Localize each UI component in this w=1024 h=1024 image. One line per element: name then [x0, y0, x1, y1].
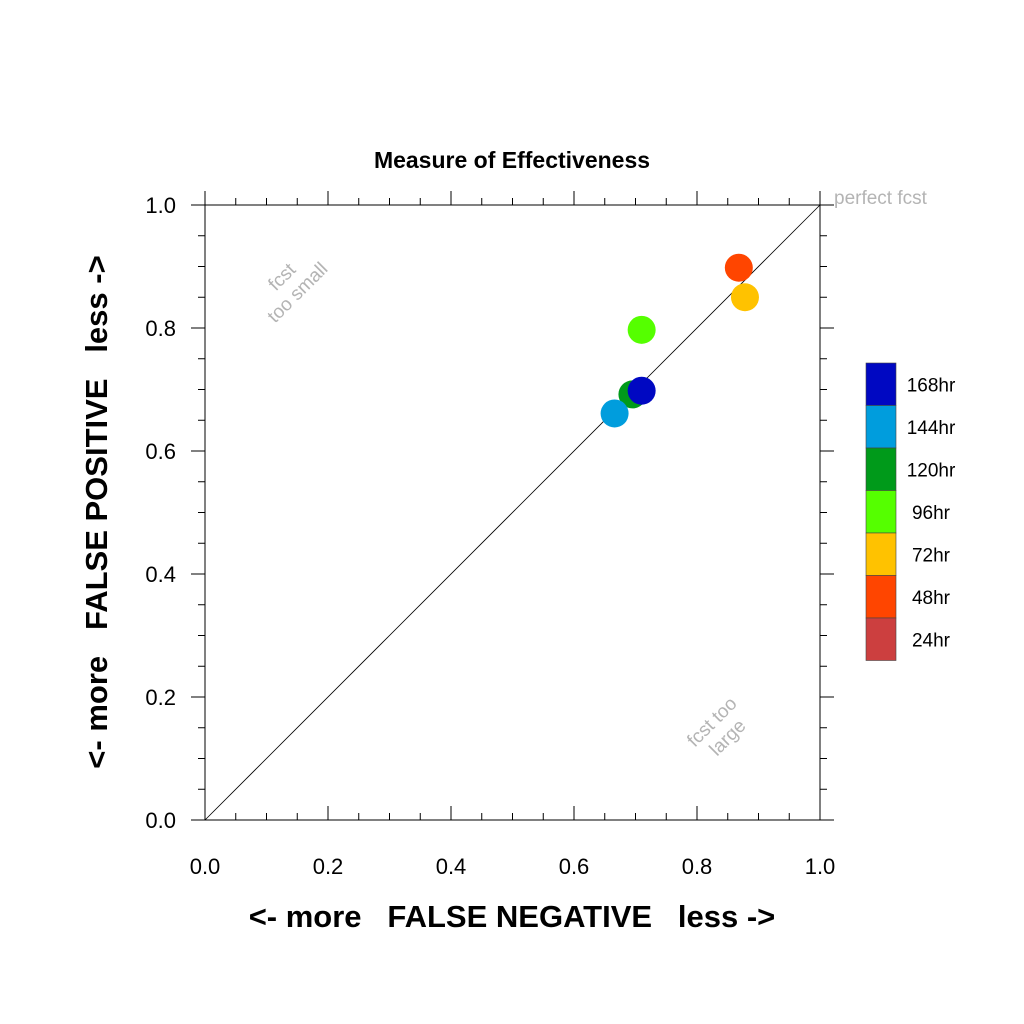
- point-96hr: [627, 315, 656, 344]
- point-168hr: [627, 376, 656, 405]
- y-tick-label: 0.8: [145, 316, 176, 341]
- legend-label-48hr: 48hr: [912, 588, 951, 609]
- point-48hr: [724, 253, 753, 282]
- x-tick-label: 0.2: [313, 854, 344, 879]
- legend-swatch-48hr: [865, 575, 897, 619]
- legend-swatch-72hr: [865, 532, 897, 576]
- y-tick-label: 0.0: [145, 808, 176, 833]
- x-tick-label: 0.0: [190, 854, 221, 879]
- too-small-annotation: fcst too small: [264, 259, 333, 328]
- legend-label-168hr: 168hr: [907, 375, 956, 396]
- x-tick-label: 0.6: [559, 854, 590, 879]
- point-72hr: [730, 283, 759, 312]
- legend: 168hr 144hr 120hr 96hr 72hr 48hr 24hr: [865, 362, 956, 661]
- legend-swatch-96hr: [865, 490, 897, 534]
- legend-swatch-24hr: [865, 617, 897, 661]
- y-tick-label: 0.4: [145, 562, 176, 587]
- legend-swatch-144hr: [865, 405, 897, 449]
- x-axis-label: <- more FALSE NEGATIVE less ->: [249, 899, 776, 934]
- data-points: [600, 253, 759, 428]
- x-tick-labels: 0.0 0.2 0.4 0.6 0.8 1.0: [190, 854, 836, 879]
- legend-label-72hr: 72hr: [912, 545, 951, 566]
- too-small-line2: too small: [264, 259, 333, 328]
- legend-label-144hr: 144hr: [907, 418, 956, 439]
- y-tick-labels: 0.0 0.2 0.4 0.6 0.8 1.0: [145, 193, 176, 833]
- legend-swatch-120hr: [865, 447, 897, 491]
- legend-swatch-168hr: [865, 362, 897, 406]
- point-144hr: [600, 399, 629, 428]
- y-tick-label: 0.6: [145, 439, 176, 464]
- legend-label-24hr: 24hr: [912, 630, 951, 651]
- y-tick-label: 1.0: [145, 193, 176, 218]
- too-large-annotation: fcst too large: [683, 693, 750, 760]
- x-tick-label: 0.4: [436, 854, 467, 879]
- legend-label-96hr: 96hr: [912, 503, 951, 524]
- legend-label-120hr: 120hr: [907, 460, 956, 481]
- x-tick-label: 0.8: [682, 854, 713, 879]
- y-tick-label: 0.2: [145, 685, 176, 710]
- perfect-forecast-line: [204, 204, 821, 821]
- axis-ticks: [191, 191, 834, 821]
- y-axis-label: <- more FALSE POSITIVE less ->: [79, 255, 114, 768]
- x-tick-label: 1.0: [805, 854, 836, 879]
- chart-title: Measure of Effectiveness: [374, 147, 650, 173]
- perfect-forecast-label: perfect fcst: [834, 188, 928, 209]
